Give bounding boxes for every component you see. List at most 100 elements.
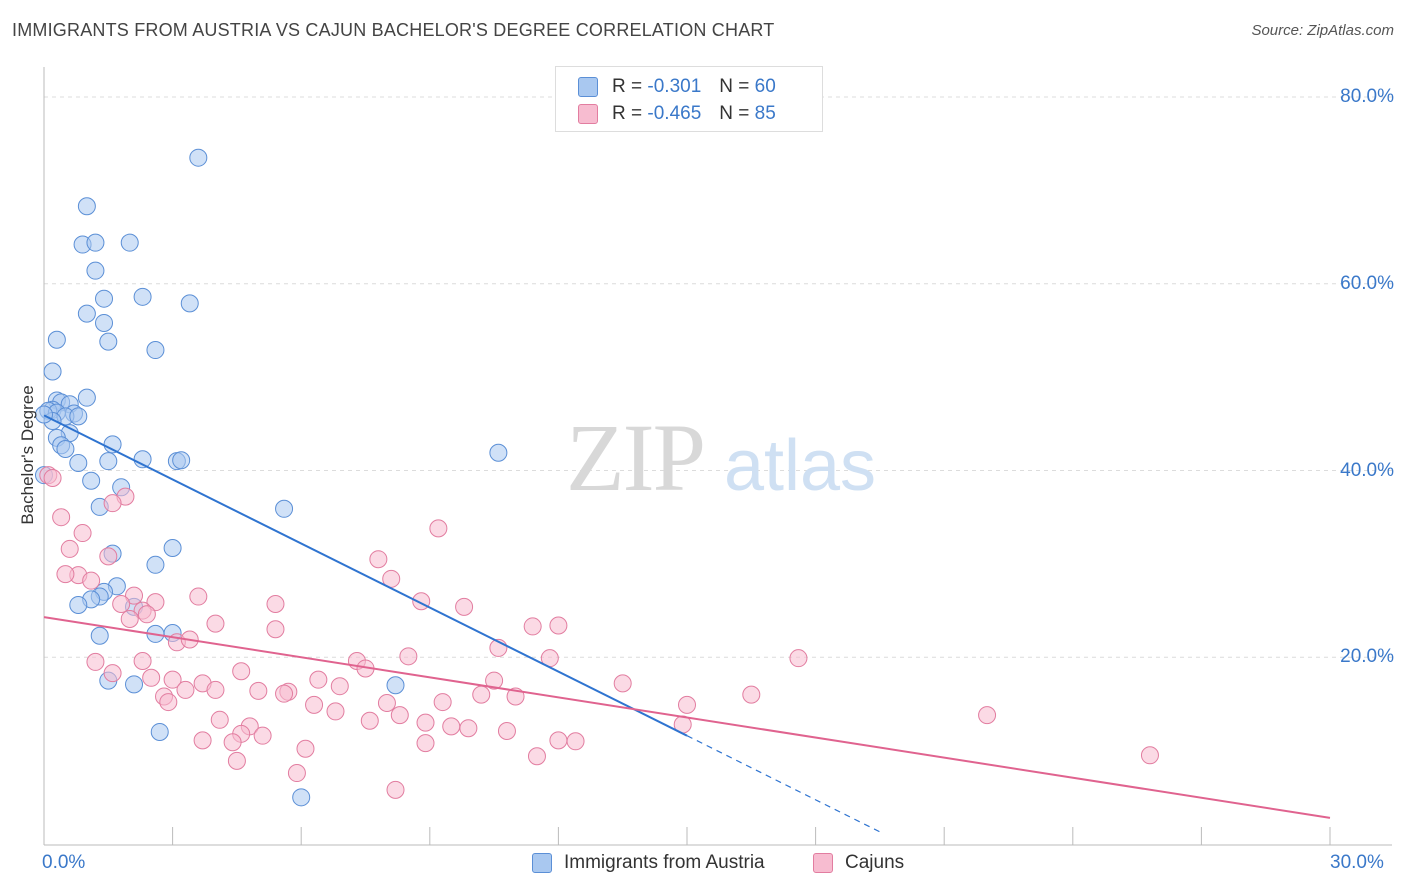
cajun-point <box>566 732 585 751</box>
watermark-zip: ZIP <box>566 404 704 511</box>
austria-point <box>125 675 144 694</box>
cajun-point <box>73 524 92 543</box>
cajun-point <box>613 674 632 693</box>
austria-point <box>69 595 88 614</box>
cajun-point <box>789 649 808 668</box>
cajun-point <box>112 595 131 614</box>
stats-legend-row-austria: R = -0.301 N = 60 <box>578 75 776 99</box>
y-axis-label: Bachelor's Degree <box>18 385 37 525</box>
cajun-point <box>223 733 242 752</box>
cajun-point <box>193 731 212 750</box>
cajun-point <box>287 764 306 783</box>
x-tick-label: 0.0% <box>42 852 86 873</box>
austria-trend-extension <box>686 735 881 833</box>
cajun-point <box>137 605 156 624</box>
legend-item-austria[interactable]: Immigrants from Austria <box>532 852 765 874</box>
austria-point <box>86 233 105 252</box>
axes <box>43 67 1392 846</box>
cajun-point <box>549 731 568 750</box>
austria-point <box>163 539 182 558</box>
legend-label-austria: Immigrants from Austria <box>564 852 765 873</box>
cajun-point <box>86 652 105 671</box>
cajun-point <box>326 702 345 721</box>
cajun-point <box>360 711 379 730</box>
cajun-point <box>266 595 285 614</box>
cajun-point <box>120 609 139 628</box>
cajun-point <box>82 571 101 590</box>
austria-point <box>172 451 191 470</box>
austria-point <box>146 341 165 360</box>
cajun-point <box>103 664 122 683</box>
austria-point <box>489 443 508 462</box>
y-tick-label: 80.0% <box>1340 86 1394 107</box>
cajun-point <box>386 780 405 799</box>
cajun-point <box>232 662 251 681</box>
cajun-point <box>416 713 435 732</box>
cajun-point <box>43 468 62 487</box>
cajun-point <box>309 670 328 689</box>
cajun-point <box>330 677 349 696</box>
austria-point <box>86 261 105 280</box>
cajun-point <box>369 550 388 569</box>
cajun-point <box>266 620 285 639</box>
y-tick-label: 40.0% <box>1340 459 1394 481</box>
austria-point <box>180 294 199 313</box>
austria-point <box>99 332 118 351</box>
cajun-point <box>142 668 161 687</box>
austria-point <box>43 362 62 381</box>
grid <box>44 96 1392 658</box>
cajuns-legend-swatch <box>813 853 833 873</box>
chart-title: IMMIGRANTS FROM AUSTRIA VS CAJUN BACHELO… <box>12 20 775 40</box>
cajun-point <box>249 681 268 700</box>
x-tick-label: 30.0% <box>1330 852 1384 873</box>
cajun-point <box>442 717 461 736</box>
cajun-point <box>1140 746 1159 765</box>
austria-point <box>146 555 165 574</box>
r-label: R = <box>612 103 643 124</box>
austria-point <box>95 313 114 332</box>
austria-legend-swatch <box>532 853 552 873</box>
cajun-point <box>497 722 516 741</box>
source-label: Source: ZipAtlas.com <box>1251 22 1394 39</box>
cajun-point <box>159 693 178 712</box>
austria-point <box>99 452 118 471</box>
austria-point <box>35 405 53 424</box>
y-tick-label: 20.0% <box>1340 646 1394 668</box>
y-tick-label: 60.0% <box>1340 272 1394 294</box>
austria-swatch <box>578 77 598 97</box>
austria-point <box>56 440 75 459</box>
cajun-point <box>433 693 452 712</box>
cajun-point <box>472 685 491 704</box>
austria-point <box>275 499 294 518</box>
cajun-point <box>296 739 315 758</box>
austria-point <box>292 788 311 807</box>
legend-label-cajuns: Cajuns <box>845 852 905 873</box>
cajun-point <box>416 734 435 753</box>
legend-item-cajuns[interactable]: Cajuns <box>813 852 904 874</box>
austria-point <box>95 289 114 308</box>
austria-point <box>47 330 66 349</box>
austria-point <box>133 287 152 306</box>
cajun-point <box>56 565 75 584</box>
cajun-point <box>459 719 478 738</box>
cajun-point <box>305 695 324 714</box>
austria-point <box>77 197 96 216</box>
austria-point <box>77 388 96 407</box>
cajun-point <box>176 680 195 699</box>
cajun-point <box>163 670 182 689</box>
cajun-point <box>523 617 542 636</box>
cajun-point <box>253 726 272 745</box>
cajun-point <box>206 614 225 633</box>
cajun-point <box>390 706 409 725</box>
cajun-point <box>275 684 294 703</box>
cajun-point <box>429 519 448 538</box>
cajun-point <box>60 539 79 558</box>
watermark: ZIP atlas <box>566 404 876 511</box>
austria-point <box>120 233 139 252</box>
cajun-point <box>527 747 546 766</box>
n-value: 85 <box>754 103 776 124</box>
watermark-atlas: atlas <box>724 426 876 506</box>
cajun-point <box>978 706 997 725</box>
cajun-point <box>742 685 761 704</box>
cajun-trend-line <box>43 616 1331 819</box>
